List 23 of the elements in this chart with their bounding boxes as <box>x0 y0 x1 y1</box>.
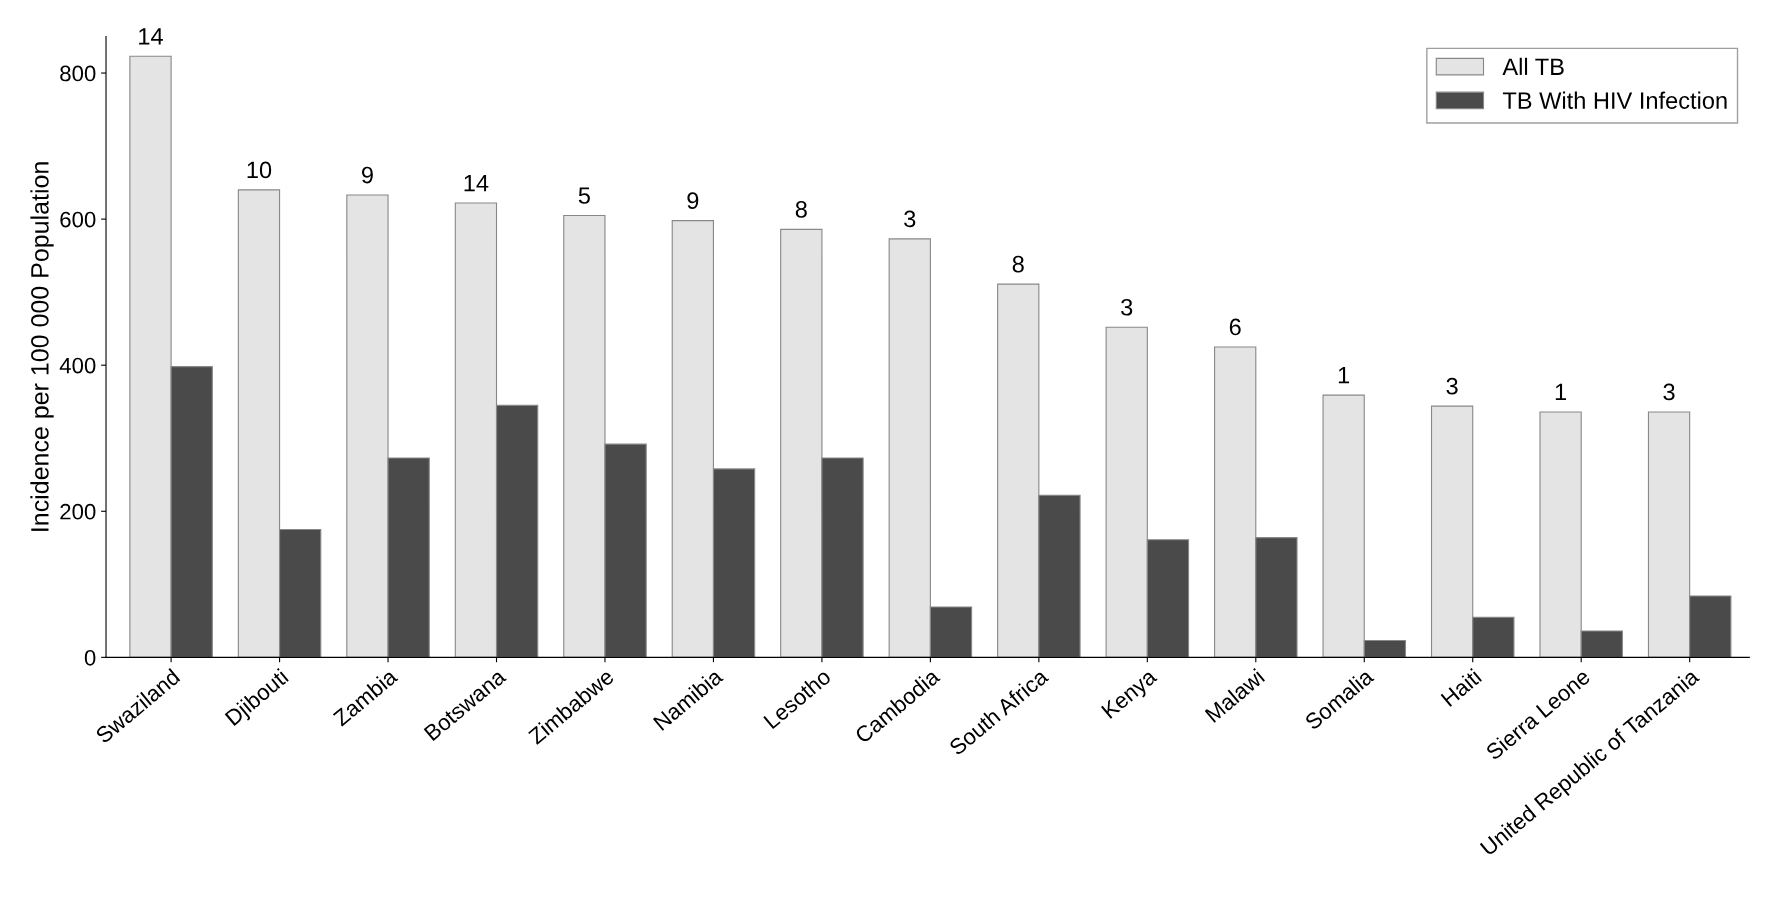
y-tick-label: 800 <box>60 65 96 82</box>
annotation: 9 <box>361 166 373 184</box>
annotation: 14 <box>139 28 163 45</box>
legend-label: TB With HIV Infection <box>1502 91 1727 109</box>
y-tick-label: 600 <box>60 211 96 228</box>
annotation: 3 <box>1446 377 1458 395</box>
annotation: 3 <box>1663 383 1675 401</box>
annotation: 8 <box>795 201 807 218</box>
y-tick-label: 200 <box>60 503 96 520</box>
annotation: 10 <box>247 161 272 179</box>
annotation: 6 <box>1229 318 1241 336</box>
y-tick-label: 0 <box>84 649 96 666</box>
annotation: 1 <box>1555 383 1567 401</box>
y-tick-label: 400 <box>59 357 96 374</box>
annotation: 3 <box>904 210 916 228</box>
annotation: 8 <box>1012 255 1024 273</box>
annotation: 9 <box>687 192 699 209</box>
annotation: 3 <box>1121 298 1133 316</box>
annotation: 5 <box>578 187 590 204</box>
annotation: 1 <box>1338 367 1350 384</box>
annotation: 14 <box>464 174 489 192</box>
legend-label: All TB <box>1502 57 1564 75</box>
y-axis-title: Incidence per 100 000 Population <box>30 162 54 531</box>
